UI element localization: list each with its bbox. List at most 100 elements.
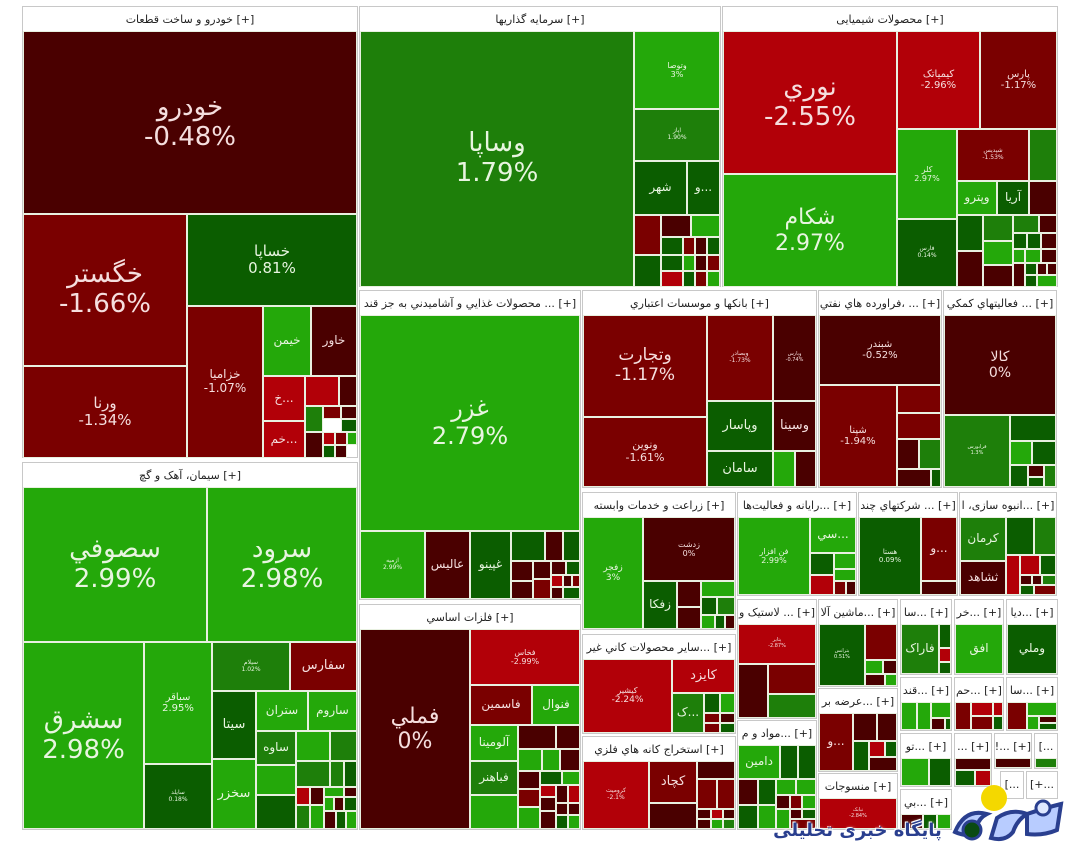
tile-small[interactable]	[542, 749, 560, 771]
sector-agriculture[interactable]: [+] زراعت و خدمات وابسته زفجر 3% زدشت 0% ز…	[582, 492, 736, 630]
tile-small[interactable]	[971, 716, 993, 730]
tile-small[interactable]	[296, 787, 310, 805]
tile-small[interactable]	[885, 674, 897, 686]
tile-small[interactable]	[707, 237, 720, 255]
sector-title[interactable]: [+] فلزات اساسي	[426, 611, 514, 624]
tile-small[interactable]	[1032, 441, 1056, 465]
tile-small[interactable]	[723, 819, 735, 829]
tile-small[interactable]	[572, 575, 580, 587]
tile-small[interactable]	[1037, 263, 1047, 275]
sector-title[interactable]: [+] استخراج کانه هاي فلزي	[594, 743, 724, 756]
tile-small[interactable]	[1034, 585, 1056, 595]
tile-small[interactable]	[869, 757, 897, 771]
tile-vtoosa[interactable]: وتوصا 3%	[634, 31, 720, 109]
tile-small[interactable]	[901, 758, 929, 786]
tile-small[interactable]	[717, 779, 735, 809]
tile-small[interactable]	[341, 406, 357, 419]
tile-ghazar[interactable]: غزر 2.79%	[360, 315, 580, 531]
tile-alumina[interactable]: آلومینا	[470, 725, 518, 761]
tile-small[interactable]	[711, 819, 723, 829]
tile-small[interactable]	[955, 770, 975, 786]
sector-title[interactable]: [+] محصولات شیمیایی	[836, 13, 944, 26]
tile-small[interactable]	[1010, 465, 1028, 487]
sector-small-ghand[interactable]: [+] ...قند	[900, 677, 952, 731]
tile-small[interactable]	[305, 432, 323, 458]
tile-stran[interactable]: ستران	[256, 691, 308, 731]
tile-silam[interactable]: سیلام 1.02%	[212, 642, 290, 691]
tile-small[interactable]	[563, 587, 580, 599]
tile-small[interactable]	[305, 376, 339, 406]
tile-kchad[interactable]: کچاد	[649, 761, 697, 803]
sector-small-khar[interactable]: [+] ...خر افق	[954, 599, 1004, 675]
tile-small[interactable]	[983, 265, 1013, 287]
tile-small[interactable]	[324, 797, 334, 811]
tile-small[interactable]	[563, 531, 580, 561]
tile-small[interactable]	[993, 702, 1003, 716]
sector-non-metallic[interactable]: [+] ...سایر محصولات کاني غیر کیشیر -2.24%…	[582, 634, 736, 734]
tile-small[interactable]	[993, 716, 1003, 730]
tile-small[interactable]	[697, 779, 717, 809]
tile-small[interactable]	[955, 702, 971, 730]
tile-small[interactable]	[701, 581, 735, 597]
tile-small[interactable]	[1047, 263, 1057, 275]
tile-small[interactable]	[323, 406, 341, 419]
sector-title[interactable]: [+] ...حم	[956, 684, 1002, 697]
tile-farak[interactable]: فاراک	[901, 624, 939, 674]
tile-v1[interactable]: ...و	[687, 161, 720, 215]
sector-title[interactable]: [+] ...سا	[903, 606, 949, 619]
tile-shkam[interactable]: شکام 2.97%	[723, 174, 897, 287]
tile-skhazar[interactable]: سخزر	[212, 759, 256, 829]
sector-title[interactable]: [+] ... شرکتهاي چند	[860, 499, 956, 512]
tile-small[interactable]	[711, 809, 723, 819]
sector-title[interactable]: [+] ...بي	[903, 796, 949, 809]
tile-vsapa[interactable]: وساپا 1.79%	[360, 31, 634, 287]
sector-investment[interactable]: [+] سرمایه گذاریها وساپا 1.79% وتوصا 3% اپ…	[359, 6, 721, 287]
tile-small[interactable]	[768, 694, 816, 718]
tile-small[interactable]	[995, 758, 1031, 768]
tile-small[interactable]	[323, 432, 335, 445]
tile-kayazd[interactable]: کایزد	[672, 659, 735, 693]
sector-auto[interactable]: [+] خودرو و ساخت قطعات خودرو -0.48% خگستر…	[22, 6, 358, 458]
tile-k1[interactable]: ...ک	[672, 693, 704, 733]
tile-small[interactable]	[776, 795, 790, 809]
tile-small[interactable]	[518, 789, 540, 807]
tile-small[interactable]	[758, 805, 776, 829]
tile-small[interactable]	[802, 809, 816, 819]
tile-small[interactable]	[562, 771, 580, 785]
tile-fars[interactable]: فارس 0.14%	[897, 219, 957, 287]
sector-title[interactable]: [+] ...مواد و م	[741, 727, 813, 740]
sector-small-misc[interactable]: ...]	[1034, 733, 1058, 769]
tile-small[interactable]	[1034, 517, 1056, 555]
sector-title[interactable]: [+] سیمان، آهک و گچ	[138, 469, 241, 482]
tile-small[interactable]	[341, 419, 357, 432]
tile-fameli[interactable]: فملي 0%	[360, 629, 470, 829]
tile-kalor[interactable]: کلر 2.97%	[897, 129, 957, 219]
tile-small[interactable]	[296, 761, 330, 787]
tile-alis[interactable]: عالیس	[425, 531, 470, 599]
tile-small[interactable]	[346, 811, 357, 829]
sector-title[interactable]: [+] ...خر	[956, 606, 1002, 619]
tile-small[interactable]	[865, 674, 885, 686]
tile-small[interactable]	[1020, 575, 1032, 585]
tile-small[interactable]	[1010, 441, 1032, 465]
tile-small[interactable]	[1027, 233, 1041, 249]
tile-small[interactable]	[937, 814, 951, 829]
sector-small-misc3[interactable]: ...+]	[1026, 771, 1058, 799]
sector-title[interactable]: [+] ...رایانه و فعالیت‌ها	[742, 499, 852, 512]
tile-small[interactable]	[790, 819, 816, 829]
tile-saveh[interactable]: ساوه	[256, 731, 296, 765]
tile-small[interactable]	[323, 445, 335, 458]
tile-small[interactable]	[738, 779, 758, 805]
tile-small[interactable]	[810, 575, 834, 595]
tile-small[interactable]	[1035, 758, 1057, 768]
tile-srood[interactable]: سرود 2.98%	[207, 487, 357, 642]
tile-small[interactable]	[256, 795, 296, 829]
sector-title[interactable]: ...]	[1038, 740, 1054, 753]
tile-small[interactable]	[945, 718, 951, 730]
tile-small[interactable]	[661, 237, 683, 255]
tile-small[interactable]	[917, 702, 931, 730]
tile-small[interactable]	[1042, 575, 1056, 585]
tile-small[interactable]	[677, 581, 701, 607]
tile-small[interactable]	[1013, 233, 1027, 249]
tile-small[interactable]	[470, 795, 518, 829]
